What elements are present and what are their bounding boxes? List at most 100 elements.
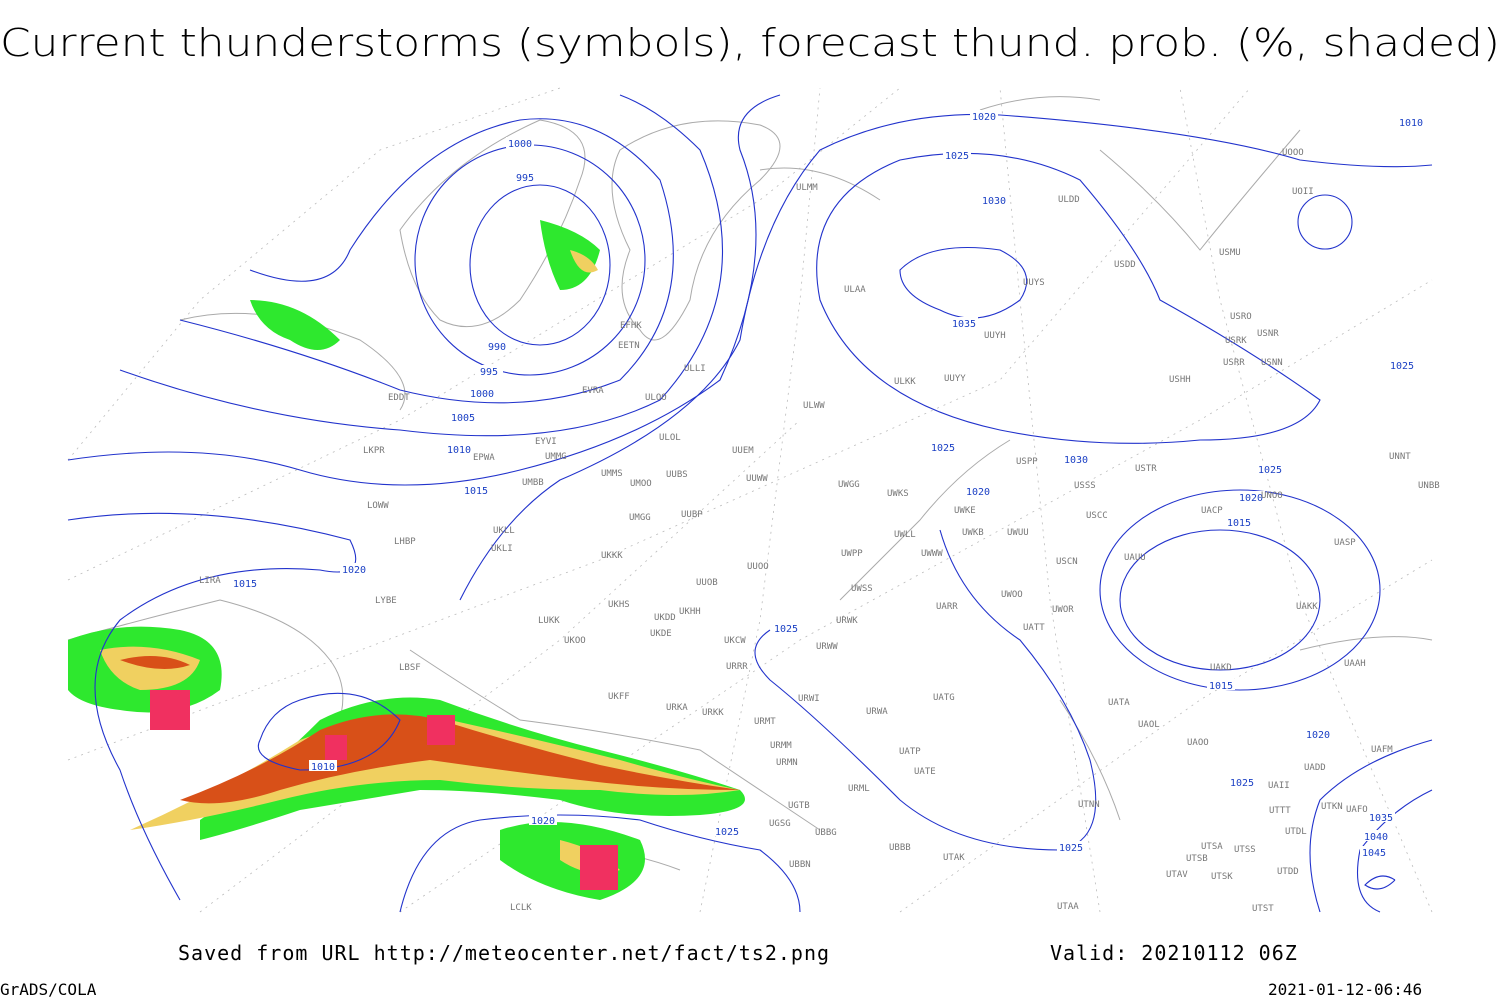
station-label: UWGG bbox=[838, 480, 860, 490]
station-label: URKK bbox=[702, 708, 724, 718]
station-label: UUBS bbox=[666, 470, 688, 480]
isobar-label: 1015 bbox=[464, 486, 488, 497]
isobar-label-bg bbox=[1397, 116, 1425, 127]
station-label: UWOR bbox=[1052, 605, 1074, 615]
station-label: UNNT bbox=[1389, 452, 1411, 462]
station-label: UTSS bbox=[1234, 845, 1256, 855]
isobar-label: 1045 bbox=[1362, 848, 1386, 859]
station-label: USRK bbox=[1225, 336, 1247, 346]
title: Current thunderstorms (symbols), forecas… bbox=[0, 21, 1500, 65]
station-label: URRR bbox=[726, 662, 748, 672]
isobar-label: 1025 bbox=[1390, 361, 1414, 372]
station-label: UAUU bbox=[1124, 553, 1146, 563]
station-label: UWPP bbox=[841, 549, 863, 559]
station-label: UATE bbox=[914, 767, 936, 777]
station-label: UWOO bbox=[1001, 590, 1023, 600]
isobar bbox=[899, 246, 1028, 319]
isobar-label-bg bbox=[340, 563, 368, 574]
station-label: UATG bbox=[933, 693, 955, 703]
station-label: UTAA bbox=[1057, 902, 1079, 912]
isobar-label: 990 bbox=[488, 342, 506, 353]
isobar-label-bg bbox=[1388, 359, 1416, 370]
station-label: UAOL bbox=[1138, 720, 1160, 730]
isobar bbox=[1297, 194, 1353, 250]
isobar-label: 1005 bbox=[451, 413, 475, 424]
station-label: UUYH bbox=[984, 331, 1006, 341]
station-label: UMMG bbox=[545, 452, 567, 462]
station-label: USHH bbox=[1169, 375, 1191, 385]
station-label: UNOO bbox=[1261, 491, 1283, 501]
isobar-label: 1015 bbox=[233, 579, 257, 590]
isobar-label: 1010 bbox=[311, 762, 335, 773]
timestamp: 2021-01-12-06:46 bbox=[1268, 980, 1422, 999]
station-label: ULOL bbox=[659, 433, 681, 443]
station-label: URWK bbox=[836, 616, 858, 626]
map: 1000 995 990 995 1000 1005 1010 1015 1020 1015 101… bbox=[67, 87, 1440, 914]
station-label: USRO bbox=[1230, 312, 1252, 322]
station-label: UATA bbox=[1108, 698, 1130, 708]
software: GrADS/COLA bbox=[0, 980, 97, 999]
station-label: UUWW bbox=[746, 474, 768, 484]
thunderstorm-symbol bbox=[325, 735, 347, 760]
isobar-label-bg bbox=[483, 340, 511, 351]
isobar-label: 1040 bbox=[1364, 832, 1388, 843]
valid-time: Valid: 20210112 06Z bbox=[1050, 941, 1298, 965]
isobar-label-bg bbox=[309, 760, 337, 771]
isobar-label: 1010 bbox=[447, 445, 471, 456]
station-label: UKOO bbox=[564, 636, 586, 646]
station-label: UKHS bbox=[608, 600, 630, 610]
station-label: URWI bbox=[798, 694, 820, 704]
isobar-label-bg bbox=[1062, 453, 1090, 464]
station-label: UKDD bbox=[654, 613, 676, 623]
isobar bbox=[1119, 529, 1321, 671]
station-label: UWKE bbox=[954, 506, 976, 516]
station-label: UOOO bbox=[1282, 148, 1304, 158]
isobar bbox=[67, 94, 781, 486]
isobar bbox=[399, 814, 801, 913]
isobar-label: 1025 bbox=[1230, 778, 1254, 789]
station-label: UMGG bbox=[629, 513, 651, 523]
isobar-label: 1025 bbox=[715, 827, 739, 838]
thunderstorm-symbol bbox=[580, 845, 618, 890]
station-label: UKLL bbox=[493, 526, 515, 536]
station-label: UWKB bbox=[962, 528, 984, 538]
thunderstorm-symbols bbox=[150, 690, 618, 890]
station-label: UGTB bbox=[788, 801, 810, 811]
station-label: UKLI bbox=[491, 544, 513, 554]
station-label: ULKK bbox=[894, 377, 916, 387]
isobar bbox=[1099, 489, 1381, 691]
station-label: UWLL bbox=[894, 530, 916, 540]
station-label: ULAA bbox=[844, 285, 866, 295]
station-label: UOII bbox=[1292, 187, 1314, 197]
isobar bbox=[459, 113, 1433, 601]
isobar-label: 1035 bbox=[1369, 813, 1393, 824]
station-label: UUEM bbox=[732, 446, 754, 456]
station-label: UWSS bbox=[851, 584, 873, 594]
isobar-label: 995 bbox=[480, 367, 498, 378]
station-label: UKKK bbox=[601, 551, 623, 561]
isobar-label: 1025 bbox=[1258, 465, 1282, 476]
station-label: UWWW bbox=[921, 549, 943, 559]
station-label: UKDE bbox=[650, 629, 672, 639]
station-label: ULMM bbox=[796, 183, 818, 193]
station-labels: ULMM ULDD ULAA UUYS UUYH ULKK UUYY ULWW UUEM UUWW… bbox=[199, 148, 1440, 914]
isobar-label: 1020 bbox=[972, 112, 996, 123]
isobar-label: 1020 bbox=[966, 487, 990, 498]
station-label: UAKD bbox=[1210, 663, 1232, 673]
station-label: UTSK bbox=[1211, 872, 1233, 882]
isobar-label-bg bbox=[529, 814, 557, 825]
isobar-label: 1025 bbox=[945, 151, 969, 162]
station-label: UGSG bbox=[769, 819, 791, 829]
isobar-label: 1000 bbox=[470, 389, 494, 400]
station-label: UBBN bbox=[789, 860, 811, 870]
station-label: URWW bbox=[816, 642, 838, 652]
station-label: UUOB bbox=[696, 578, 718, 588]
station-label: UUYS bbox=[1023, 278, 1045, 288]
station-label: UWUU bbox=[1007, 528, 1029, 538]
isobar-label-bg bbox=[943, 149, 971, 160]
station-label: ULDD bbox=[1058, 195, 1080, 205]
station-label: USSS bbox=[1074, 481, 1096, 491]
isobars bbox=[67, 94, 1433, 913]
station-label: UMOO bbox=[630, 479, 652, 489]
isobar-label: 1020 bbox=[1306, 730, 1330, 741]
